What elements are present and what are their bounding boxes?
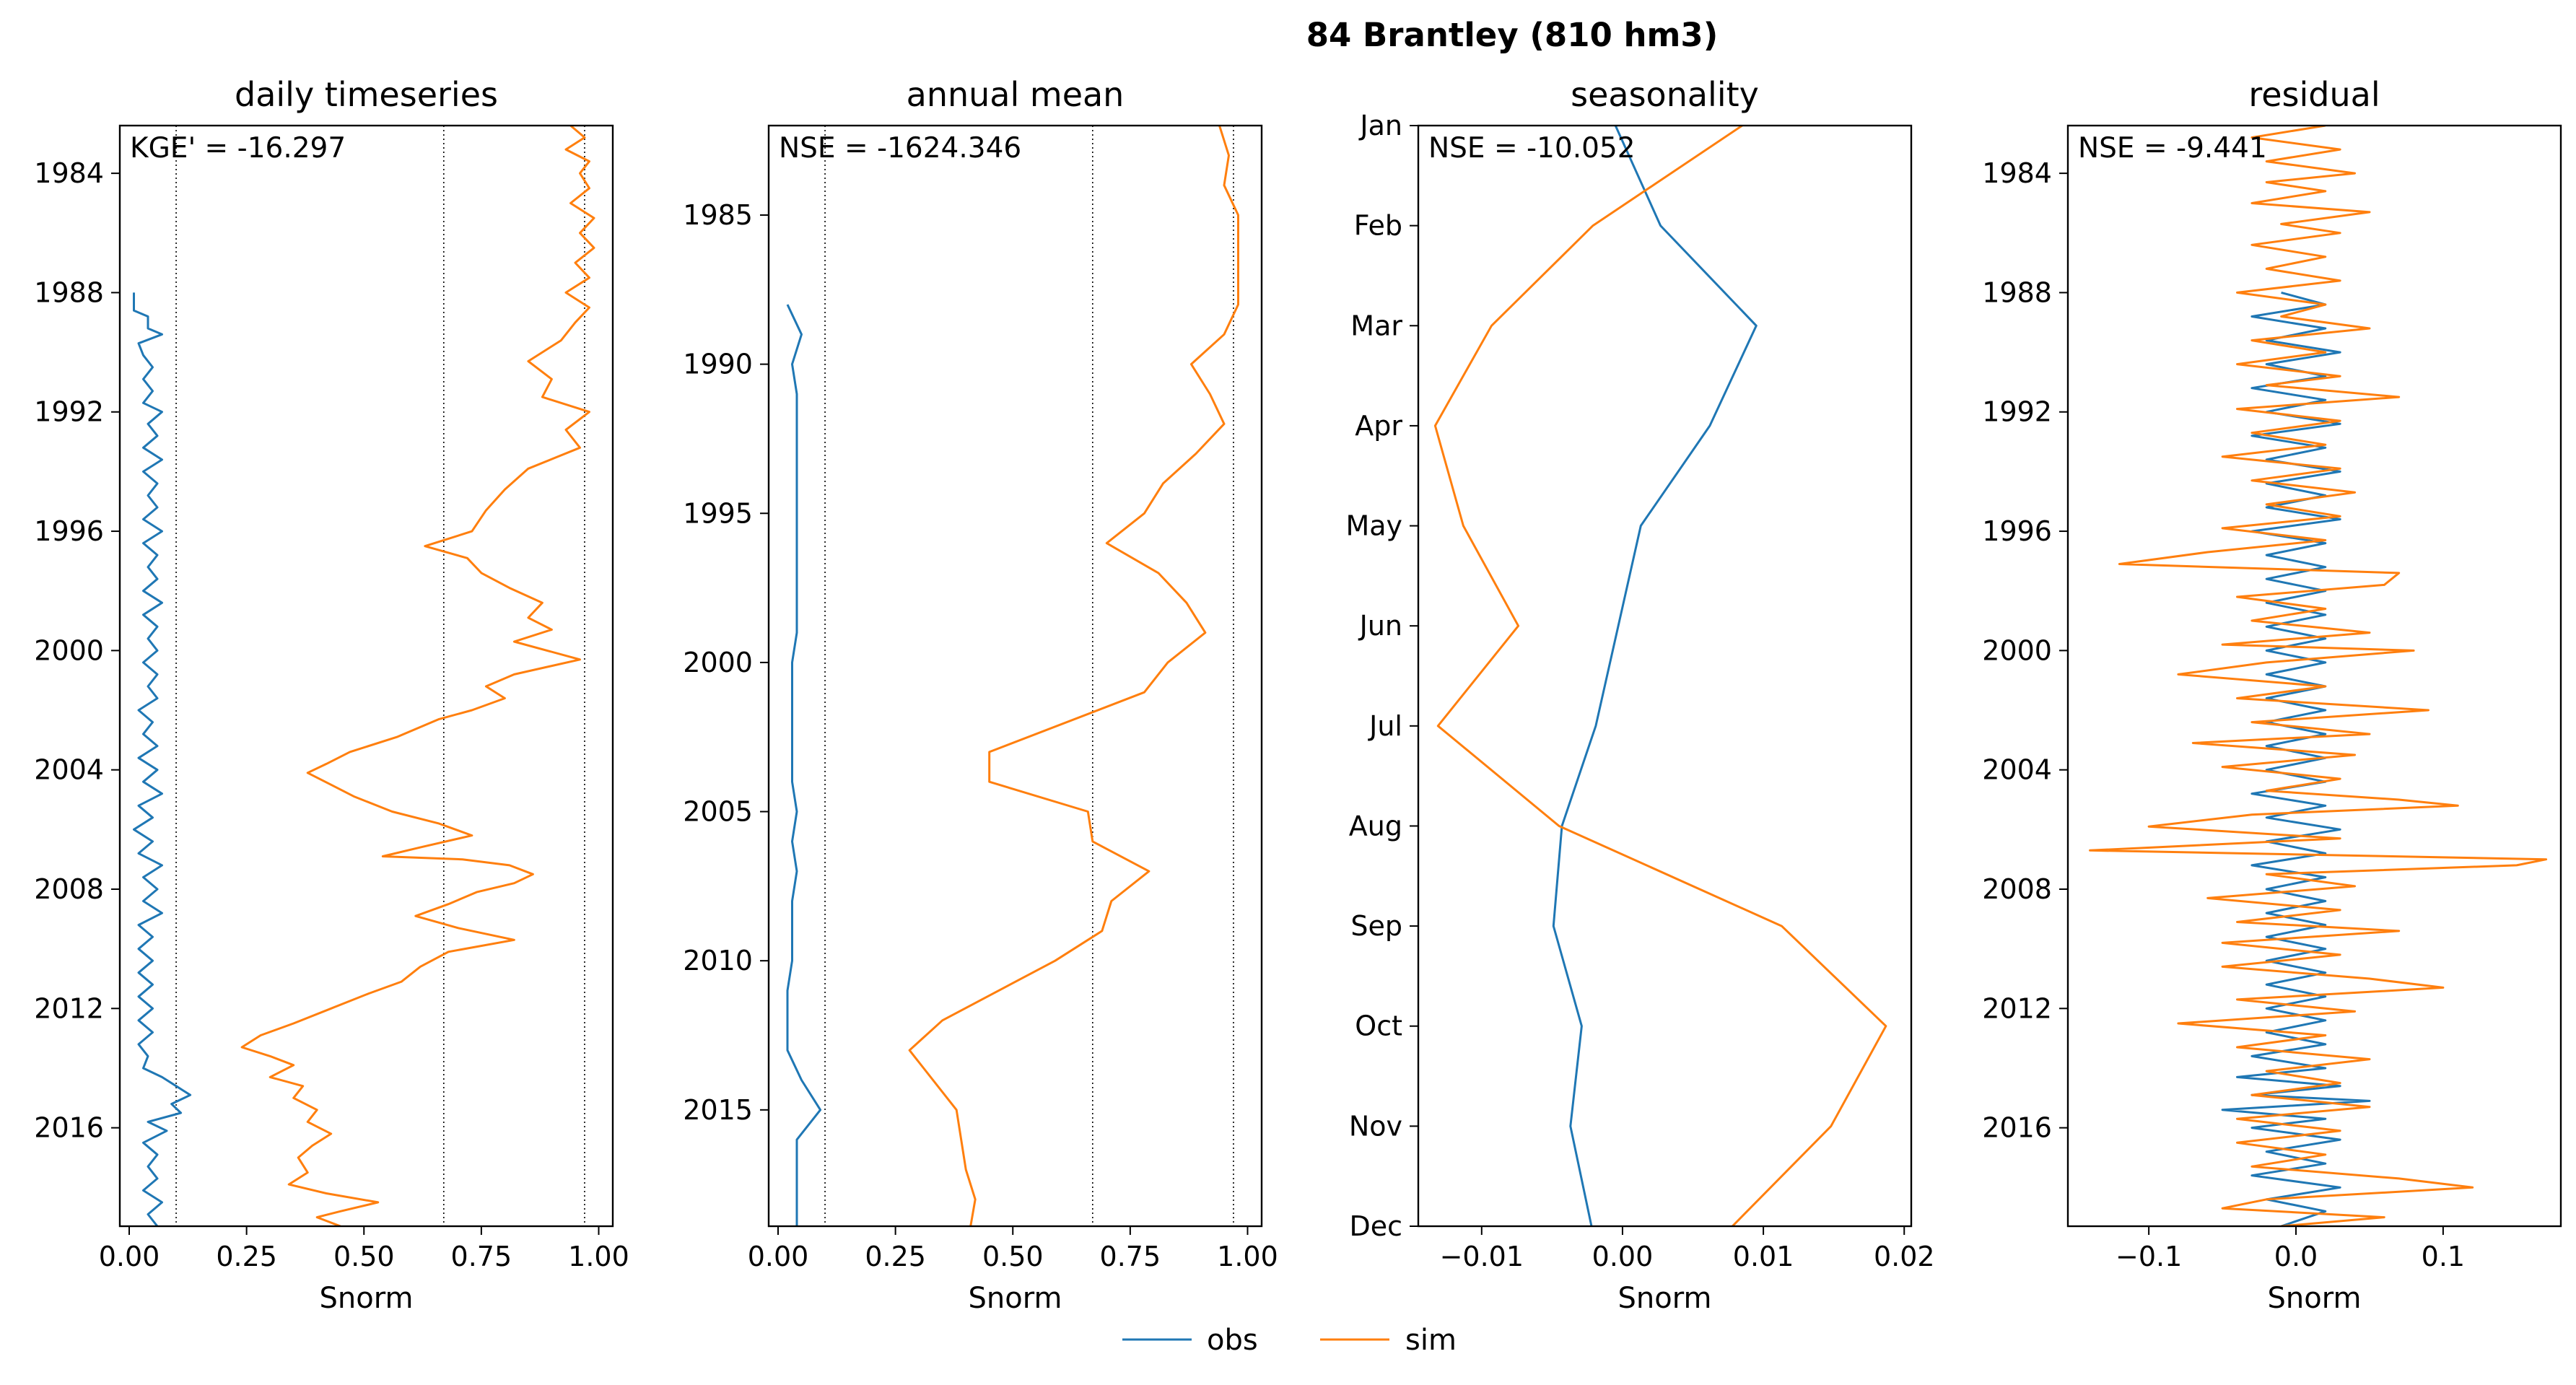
y-tick-label: 2015 xyxy=(683,1094,753,1126)
x-tick-label: 0.1 xyxy=(2422,1241,2465,1272)
y-tick-label: 2008 xyxy=(34,873,104,905)
x-tick-label: 0.01 xyxy=(1733,1241,1794,1272)
y-tick-label: Nov xyxy=(1349,1110,1402,1142)
y-tick-label: Jul xyxy=(1368,710,1402,742)
axes-frame xyxy=(2066,124,2562,1228)
y-tick-label: Jun xyxy=(1358,610,1402,642)
y-tick-label: Oct xyxy=(1355,1010,1402,1042)
y-tick-label: 1988 xyxy=(1982,276,2052,308)
axes-frame xyxy=(118,124,614,1228)
x-tick-label: 0.25 xyxy=(865,1241,926,1272)
y-tick-label: 2016 xyxy=(1982,1112,2052,1144)
axes-frame xyxy=(1417,124,1913,1228)
y-tick-label: 1984 xyxy=(34,157,104,189)
y-tick-label: 2010 xyxy=(683,945,753,977)
panel-title: daily timeseries xyxy=(235,75,498,114)
panel-1: daily timeseries 0.00 0.25 0.50 0.75 1.00 1984… xyxy=(34,75,629,1315)
panels-container: daily timeseries 0.00 0.25 0.50 0.75 1.00 1984… xyxy=(34,75,2562,1315)
panel-2: annual mean 0.00 0.25 0.50 0.75 1.00 1985 1990 1… xyxy=(683,75,1278,1315)
x-tick-label: 0.75 xyxy=(1100,1241,1161,1272)
panel-3: seasonality −0.01 0.00 0.01 0.02 Jan Feb Mar Apr… xyxy=(1345,75,1934,1315)
x-tick-label: 0.50 xyxy=(333,1241,395,1272)
y-tick-label: 1988 xyxy=(34,276,104,308)
metric-annotation: NSE = -1624.346 xyxy=(779,132,1021,165)
y-tick-label: 1984 xyxy=(1982,157,2052,189)
y-tick-label: 2004 xyxy=(1982,754,2052,786)
y-tick-label: May xyxy=(1345,510,1402,542)
metric-annotation: NSE = -10.052 xyxy=(1428,132,1636,165)
x-axis-label: Snorm xyxy=(1618,1282,1712,1315)
y-tick-label: 2012 xyxy=(1982,992,2052,1024)
legend: obs sim xyxy=(1122,1324,1457,1357)
legend-label-sim: sim xyxy=(1405,1324,1457,1357)
y-tick-label: Mar xyxy=(1350,310,1402,341)
panel-title: residual xyxy=(2248,75,2380,114)
y-tick-label: 1996 xyxy=(1982,515,2052,547)
metric-annotation: NSE = -9.441 xyxy=(2078,132,2267,165)
y-tick-label: Sep xyxy=(1350,910,1402,942)
panel-title: seasonality xyxy=(1571,75,1759,114)
series-line-sim xyxy=(1433,126,1887,1226)
panel-title: annual mean xyxy=(907,75,1125,114)
series-line-sim xyxy=(2089,126,2548,1226)
x-tick-label: 1.00 xyxy=(568,1241,629,1272)
y-tick-label: 2004 xyxy=(34,754,104,786)
panel-4: residual −0.1 0.0 0.1 1984 1988 1992 1996 2000 20… xyxy=(1982,75,2562,1315)
y-tick-label: 1996 xyxy=(34,515,104,547)
series-line-obs xyxy=(786,304,822,1226)
y-tick-label: Jan xyxy=(1358,110,1402,141)
x-axis-label: Snorm xyxy=(320,1282,414,1315)
y-tick-label: 2008 xyxy=(1982,873,2052,905)
y-tick-label: 1992 xyxy=(34,396,104,428)
x-tick-label: 1.00 xyxy=(1217,1241,1278,1272)
x-axis-label: Snorm xyxy=(969,1282,1062,1315)
series-line-obs xyxy=(1552,126,1758,1226)
x-tick-label: 0.0 xyxy=(2274,1241,2318,1272)
y-tick-label: 1985 xyxy=(683,199,753,231)
series-line-sim xyxy=(240,126,595,1226)
y-tick-label: Apr xyxy=(1355,410,1402,442)
x-tick-label: 0.02 xyxy=(1874,1241,1935,1272)
axes-frame xyxy=(767,124,1263,1228)
series-line-obs xyxy=(133,292,192,1226)
x-tick-label: −0.01 xyxy=(1440,1241,1524,1272)
legend-label-obs: obs xyxy=(1207,1324,1258,1357)
y-tick-label: Dec xyxy=(1349,1210,1402,1242)
y-tick-label: 2016 xyxy=(34,1112,104,1144)
y-tick-label: 2005 xyxy=(683,796,753,828)
y-tick-label: 2000 xyxy=(1982,634,2052,666)
x-tick-label: 0.25 xyxy=(216,1241,277,1272)
y-tick-label: Aug xyxy=(1349,810,1402,842)
y-tick-label: 2012 xyxy=(34,992,104,1024)
y-tick-label: 1992 xyxy=(1982,396,2052,428)
x-tick-label: 0.00 xyxy=(99,1241,160,1272)
x-tick-label: 0.75 xyxy=(451,1241,512,1272)
y-tick-label: 1995 xyxy=(683,497,753,529)
x-tick-label: 0.00 xyxy=(1592,1241,1654,1272)
metric-annotation: KGE' = -16.297 xyxy=(130,132,346,165)
figure-title: 84 Brantley (810 hm3) xyxy=(1306,16,1719,54)
y-tick-label: Feb xyxy=(1354,210,1402,242)
y-tick-label: 1990 xyxy=(683,349,753,380)
y-tick-label: 2000 xyxy=(683,647,753,678)
x-tick-label: −0.1 xyxy=(2116,1241,2182,1272)
x-tick-label: 0.00 xyxy=(748,1241,809,1272)
x-axis-label: Snorm xyxy=(2268,1282,2362,1315)
y-tick-label: 2000 xyxy=(34,634,104,666)
x-tick-label: 0.50 xyxy=(982,1241,1044,1272)
series-line-sim xyxy=(908,126,1239,1226)
series-line-obs xyxy=(2221,291,2371,1226)
